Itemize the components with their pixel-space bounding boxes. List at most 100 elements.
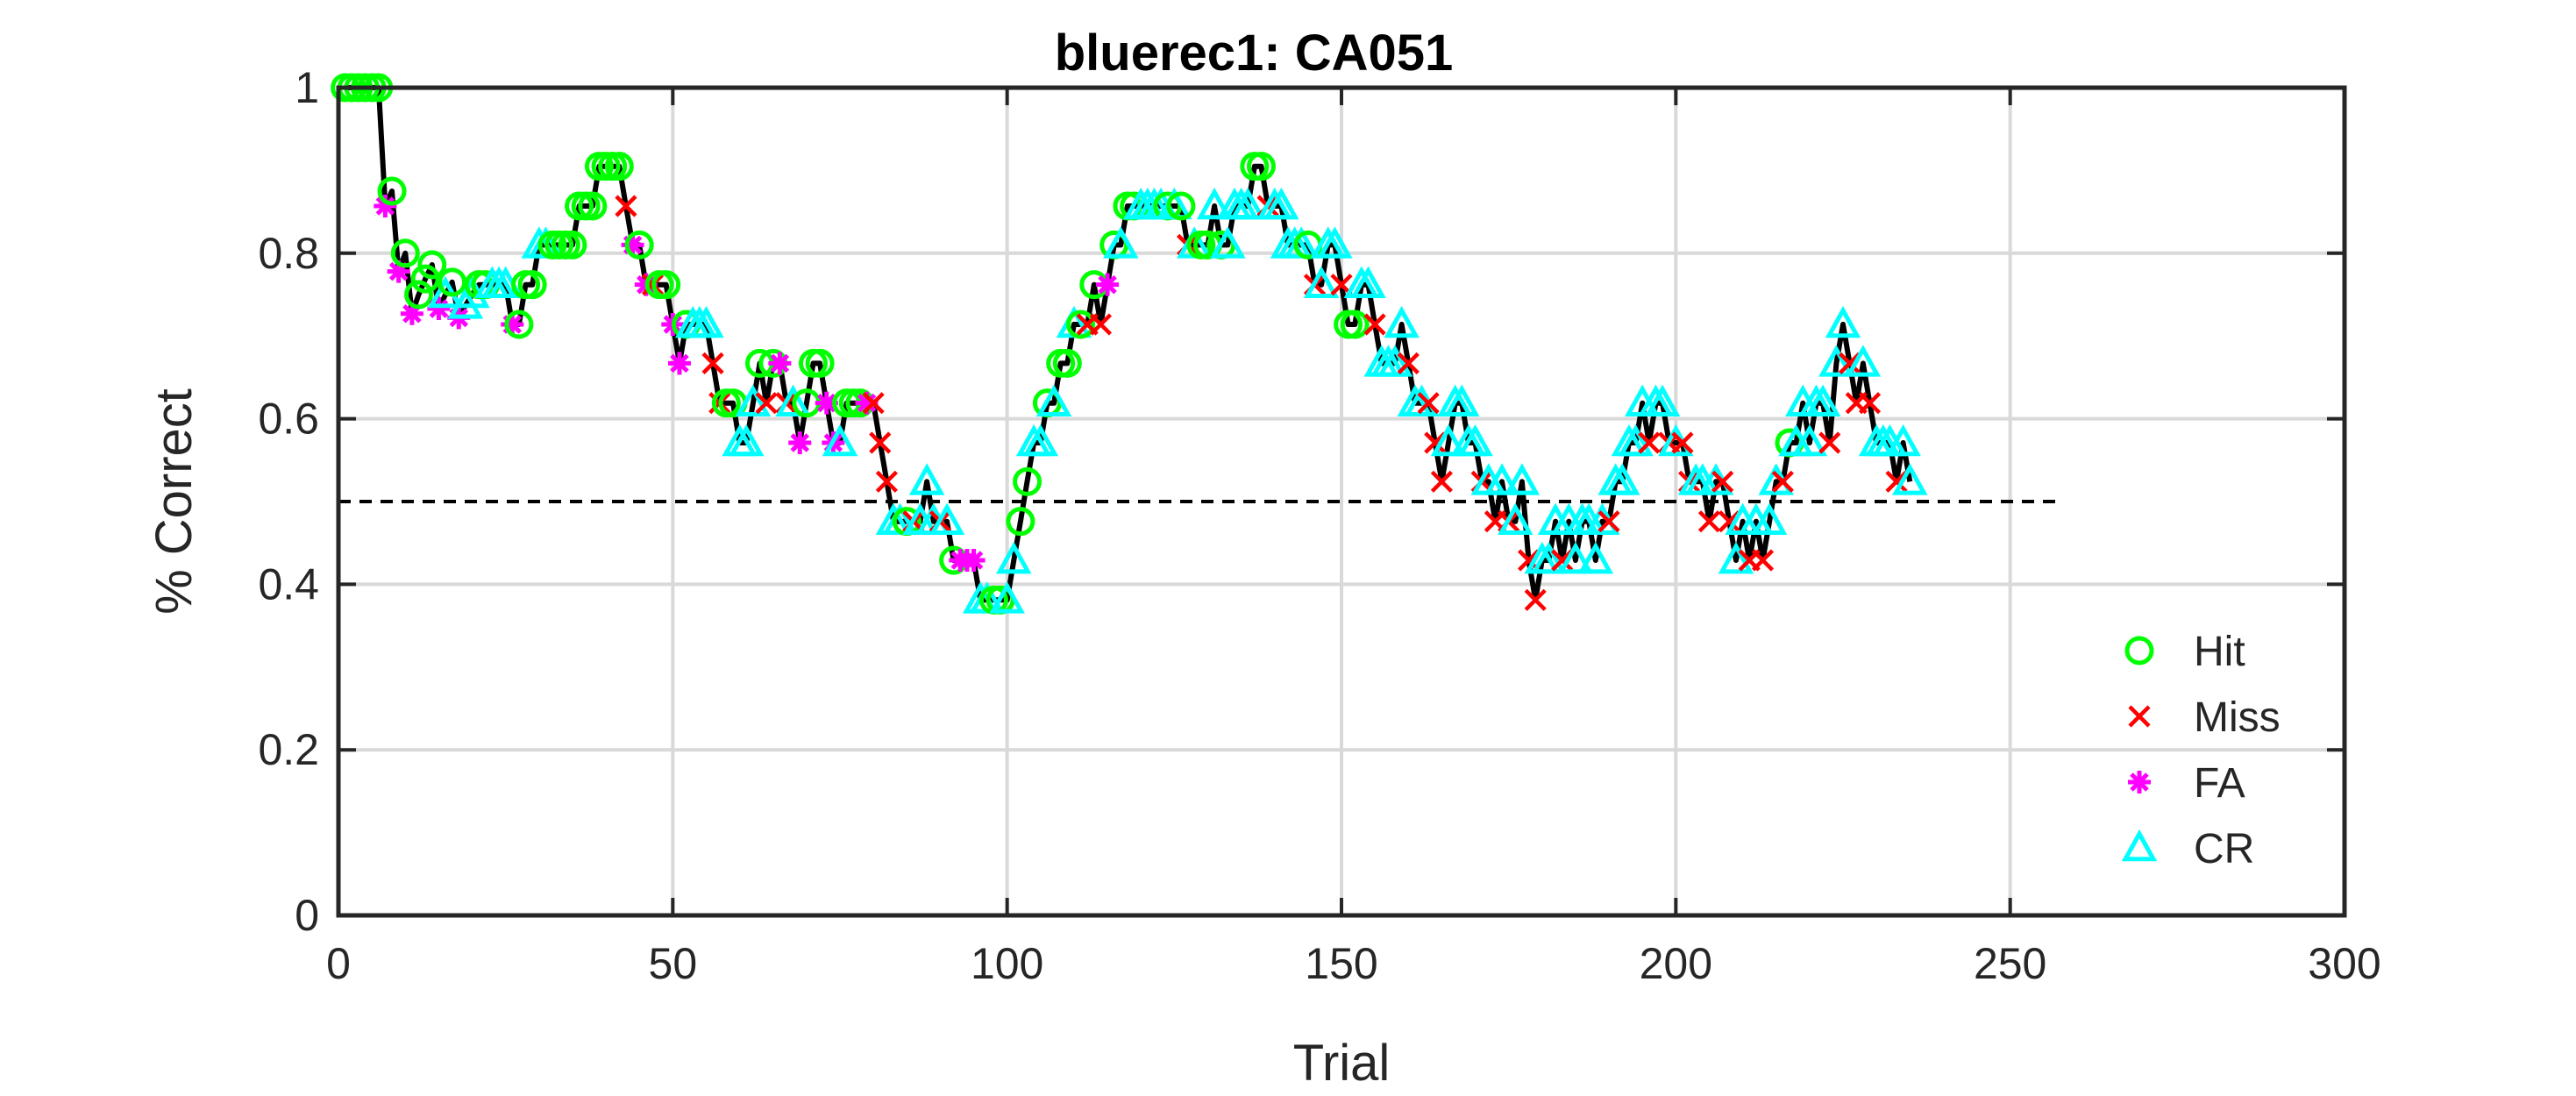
marker-hit <box>438 267 467 297</box>
marker-cr <box>1430 423 1467 457</box>
chart-title: bluerec1: CA051 <box>1055 25 1454 82</box>
y-tick-label: 1 <box>295 63 319 112</box>
marker-cr <box>1644 384 1681 416</box>
marker-miss <box>1671 431 1694 454</box>
x-tick-label: 300 <box>2308 939 2380 988</box>
x-tick-label: 150 <box>1305 939 1377 988</box>
marker-miss <box>1638 431 1661 454</box>
marker-cr <box>1035 384 1072 416</box>
marker-cr <box>1103 226 1139 259</box>
marker-cr <box>1618 423 1654 457</box>
marker-hit <box>390 238 420 268</box>
marker-fa <box>768 352 792 375</box>
legend-marker-cr <box>2121 829 2158 862</box>
marker-cr <box>1210 226 1246 259</box>
marker-cr <box>1577 541 1614 574</box>
marker-cr <box>1317 226 1353 259</box>
marker-fa <box>855 391 879 415</box>
x-axis-label: Trial <box>1293 1035 1391 1092</box>
marker-hit <box>504 310 534 339</box>
marker-miss <box>1397 352 1420 374</box>
y-axis-label: % Correct <box>146 388 203 615</box>
marker-cr <box>908 463 945 495</box>
marker-hit <box>578 191 608 221</box>
marker-miss <box>875 470 898 493</box>
legend-label-cr: CR <box>2194 826 2254 872</box>
x-tick-label: 200 <box>1640 939 1712 988</box>
marker-miss <box>1598 510 1620 533</box>
marker-fa <box>501 312 524 336</box>
x-tick-label: 250 <box>1974 939 2046 988</box>
marker-miss <box>1697 510 1721 533</box>
marker-cr <box>1457 423 1493 457</box>
marker-hit <box>1246 152 1276 181</box>
marker-cr <box>1377 345 1413 377</box>
marker-fa <box>387 260 410 283</box>
marker-cr <box>775 384 811 416</box>
marker-hit <box>1066 310 1096 339</box>
marker-cr <box>929 502 965 535</box>
marker-fa <box>427 297 451 321</box>
marker-cr <box>728 423 765 457</box>
marker-miss <box>1858 392 1882 415</box>
marker-fa <box>667 352 691 375</box>
marker-hit <box>377 176 407 206</box>
marker-miss <box>615 195 637 217</box>
y-tick-label: 0.4 <box>258 559 319 608</box>
marker-fa <box>962 549 986 573</box>
marker-cr <box>1229 187 1266 220</box>
y-tick-label: 0.6 <box>258 395 319 444</box>
marker-hit <box>1013 466 1042 496</box>
marker-cr <box>1444 384 1480 416</box>
marker-hit <box>517 270 547 300</box>
marker-miss <box>869 431 892 454</box>
marker-fa <box>1096 273 1120 296</box>
marker-cr <box>688 305 724 338</box>
marker-hit <box>624 230 654 260</box>
marker-cr <box>996 541 1032 574</box>
marker-cr <box>1892 463 1928 495</box>
marker-hit <box>417 250 447 280</box>
marker-miss <box>1363 313 1386 336</box>
marker-miss <box>1711 470 1734 493</box>
marker-cr <box>1350 266 1386 298</box>
marker-miss <box>1424 431 1447 454</box>
marker-hit <box>1340 310 1370 339</box>
legend-label-miss: Miss <box>2194 694 2281 741</box>
marker-hit <box>558 230 587 260</box>
marker-cr <box>735 384 772 416</box>
x-tick-label: 100 <box>971 939 1043 988</box>
y-tick-label: 0.2 <box>258 725 319 774</box>
marker-miss <box>755 392 778 415</box>
marker-miss <box>1524 588 1547 611</box>
marker-cr <box>1845 345 1882 377</box>
marker-cr <box>1384 305 1420 338</box>
legend-marker-hit <box>2124 636 2154 665</box>
marker-cr <box>1303 266 1340 298</box>
legend-marker-miss <box>2128 705 2151 728</box>
marker-miss <box>1818 431 1841 454</box>
marker-cr <box>822 423 858 457</box>
marker-hit <box>404 280 434 310</box>
marker-cr <box>1504 463 1541 495</box>
y-tick-label: 0 <box>295 891 319 940</box>
marker-hit <box>651 270 681 300</box>
legend-label-hit: Hit <box>2194 629 2245 675</box>
marker-miss <box>1089 313 1113 336</box>
x-tick-label: 0 <box>326 939 351 988</box>
marker-cr <box>989 581 1025 614</box>
marker-hit <box>1052 348 1082 378</box>
marker-miss <box>1839 352 1861 374</box>
marker-miss <box>1718 510 1740 533</box>
markers <box>331 73 1928 615</box>
marker-miss <box>1751 549 1775 572</box>
marker-fa <box>621 233 644 257</box>
marker-miss <box>1771 470 1794 493</box>
y-tick-label: 0.8 <box>258 229 319 278</box>
marker-cr <box>1818 345 1854 377</box>
marker-cr <box>1531 541 1567 574</box>
marker-cr <box>1751 502 1788 535</box>
marker-miss <box>862 392 885 415</box>
